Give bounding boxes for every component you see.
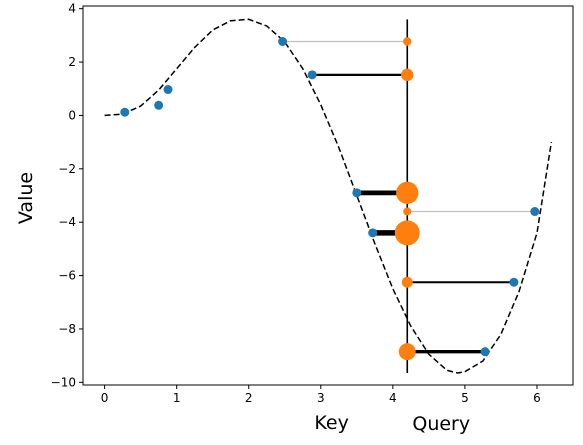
- key-points: [120, 36, 540, 357]
- key-point: [307, 70, 317, 80]
- query-point: [403, 37, 412, 46]
- dashed-curve: [104, 18, 553, 374]
- x-tick-label: 0: [101, 391, 109, 405]
- key-point: [368, 228, 378, 238]
- key-point: [278, 36, 288, 46]
- key-point: [509, 277, 519, 287]
- x-axis-title: Key: [314, 412, 348, 434]
- y-tick-label: 4: [68, 2, 76, 16]
- plot-area: [82, 5, 574, 386]
- query-point: [401, 68, 414, 82]
- y-tick-label: −10: [51, 375, 76, 389]
- query-point: [394, 220, 420, 246]
- key-point: [120, 107, 130, 117]
- x-tick-label: 3: [317, 391, 325, 405]
- plot-frame: [82, 5, 574, 386]
- query-point: [403, 207, 412, 216]
- x-axis-ticks: 0 1 2 3 4 5 6: [101, 385, 541, 405]
- key-point: [352, 188, 362, 198]
- key-point: [154, 100, 164, 110]
- y-tick-label: 2: [68, 55, 76, 69]
- y-axis-ticks: −10 −8 −6 −4 −2 0 2 4: [51, 2, 83, 389]
- key-point: [530, 207, 540, 217]
- query-point: [401, 276, 413, 288]
- x-tick-label: 2: [245, 391, 253, 405]
- query-point: [396, 181, 419, 204]
- y-tick-label: −8: [58, 322, 76, 336]
- y-tick-label: −4: [58, 215, 76, 229]
- y-axis-title: Value: [15, 172, 37, 224]
- x-tick-label: 1: [173, 391, 181, 405]
- y-tick-label: 0: [68, 108, 76, 122]
- x-tick-label: 5: [461, 391, 469, 405]
- query-point: [398, 343, 416, 361]
- y-tick-label: −2: [58, 162, 76, 176]
- key-point: [480, 347, 490, 357]
- y-tick-label: −6: [58, 269, 76, 283]
- x-tick-label: 4: [389, 391, 397, 405]
- query-axis-title: Query: [412, 413, 470, 435]
- connector-lines: [282, 40, 535, 354]
- query-points: [394, 37, 420, 361]
- x-tick-label: 6: [533, 391, 541, 405]
- key-point: [163, 85, 173, 95]
